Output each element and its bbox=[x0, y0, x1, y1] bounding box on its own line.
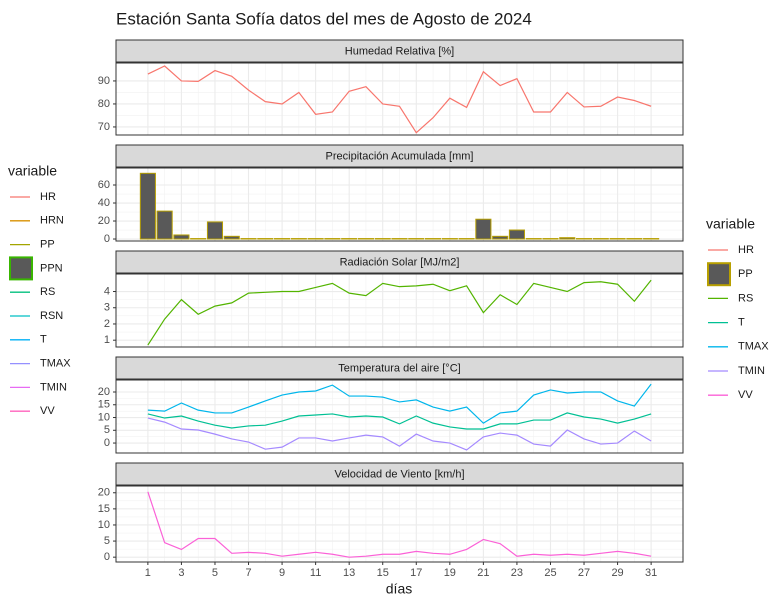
y-tick-label: 5 bbox=[104, 535, 110, 547]
legend-label: TMAX bbox=[40, 358, 71, 370]
x-tick-label: 23 bbox=[511, 567, 523, 579]
chart-title: Estación Santa Sofía datos del mes de Ag… bbox=[116, 9, 532, 28]
legend-label: RS bbox=[40, 286, 55, 298]
y-tick-label: 1 bbox=[104, 334, 110, 346]
series-line bbox=[147, 279, 652, 346]
strip bbox=[115, 250, 684, 274]
bar bbox=[559, 237, 576, 240]
panel-border bbox=[115, 62, 684, 136]
legend-label: T bbox=[40, 334, 47, 346]
x-tick-label: 29 bbox=[611, 567, 623, 579]
series-line bbox=[147, 417, 652, 451]
x-tick-label: 15 bbox=[377, 567, 389, 579]
strip-label: Temperatura del aire [°C] bbox=[338, 362, 460, 374]
legend-label: PP bbox=[738, 268, 753, 280]
y-tick-label: 2 bbox=[104, 318, 110, 330]
y-tick-label: 20 bbox=[98, 215, 110, 227]
x-tick-label: 25 bbox=[544, 567, 556, 579]
legend-label: TMIN bbox=[738, 365, 765, 377]
y-tick-label: 20 bbox=[98, 487, 110, 499]
x-tick-label: 13 bbox=[343, 567, 355, 579]
y-tick-label: 70 bbox=[98, 121, 110, 133]
y-tick-label: 0 bbox=[104, 233, 110, 245]
panel-border bbox=[115, 167, 684, 242]
bar bbox=[492, 235, 509, 240]
legend-label: TMIN bbox=[40, 381, 67, 393]
legend-label: PPN bbox=[40, 262, 63, 274]
x-tick-label: 19 bbox=[444, 567, 456, 579]
y-tick-label: 0 bbox=[104, 551, 110, 563]
x-axis-label: días bbox=[386, 581, 412, 595]
y-tick-label: 4 bbox=[104, 285, 110, 297]
y-tick-label: 90 bbox=[98, 75, 110, 87]
y-tick-label: 10 bbox=[98, 411, 110, 423]
strip-label: Humedad Relativa [%] bbox=[345, 45, 454, 57]
series-line bbox=[147, 65, 652, 134]
y-tick-label: 10 bbox=[98, 519, 110, 531]
legend-label: VV bbox=[738, 389, 753, 401]
series-line bbox=[147, 383, 652, 424]
series-line bbox=[147, 491, 652, 558]
legend-label: TMAX bbox=[738, 341, 769, 353]
y-tick-label: 3 bbox=[104, 302, 110, 314]
x-tick-label: 3 bbox=[178, 567, 184, 579]
bar bbox=[475, 218, 492, 240]
y-tick-label: 40 bbox=[98, 197, 110, 209]
x-tick-label: 31 bbox=[645, 567, 657, 579]
legend-label: RSN bbox=[40, 310, 63, 322]
x-tick-label: 1 bbox=[145, 567, 151, 579]
legend-title: variable bbox=[8, 163, 57, 179]
x-tick-label: 5 bbox=[212, 567, 218, 579]
legend-title: variable bbox=[706, 216, 755, 232]
bar bbox=[139, 172, 156, 240]
x-tick-label: 17 bbox=[410, 567, 422, 579]
y-tick-label: 5 bbox=[104, 424, 110, 436]
y-tick-label: 60 bbox=[98, 179, 110, 191]
y-tick-label: 80 bbox=[98, 98, 110, 110]
legend-label: HR bbox=[738, 244, 754, 256]
legend-key bbox=[9, 256, 33, 281]
panel-border bbox=[115, 485, 684, 563]
series-line bbox=[147, 412, 652, 430]
strip-label: Velocidad de Viento [km/h] bbox=[334, 468, 464, 480]
panel-border bbox=[115, 273, 684, 348]
bar bbox=[156, 210, 173, 240]
legend-label: VV bbox=[40, 405, 55, 417]
legend-label: HRN bbox=[40, 215, 64, 227]
strip bbox=[115, 39, 684, 63]
legend-label: PP bbox=[40, 239, 55, 251]
y-tick-label: 20 bbox=[98, 386, 110, 398]
x-tick-label: 21 bbox=[477, 567, 489, 579]
y-tick-label: 15 bbox=[98, 399, 110, 411]
strip bbox=[115, 462, 684, 486]
legend-label: T bbox=[738, 317, 745, 329]
bar bbox=[223, 235, 240, 240]
y-tick-label: 0 bbox=[104, 437, 110, 449]
x-tick-label: 7 bbox=[245, 567, 251, 579]
legend-key bbox=[707, 262, 731, 287]
strip-label: Precipitación Acumulada [mm] bbox=[326, 150, 474, 162]
bar bbox=[206, 221, 224, 240]
x-tick-label: 27 bbox=[578, 567, 590, 579]
y-tick-label: 15 bbox=[98, 503, 110, 515]
bar bbox=[508, 229, 525, 240]
bar bbox=[173, 234, 190, 240]
legend-label: HR bbox=[40, 191, 56, 203]
strip bbox=[115, 144, 684, 168]
x-tick-label: 11 bbox=[310, 567, 321, 579]
strip-label: Radiación Solar [MJ/m2] bbox=[340, 256, 460, 268]
strip bbox=[115, 356, 684, 380]
legend-label: RS bbox=[738, 292, 753, 304]
x-tick-label: 9 bbox=[279, 567, 285, 579]
panel-border bbox=[115, 379, 684, 454]
